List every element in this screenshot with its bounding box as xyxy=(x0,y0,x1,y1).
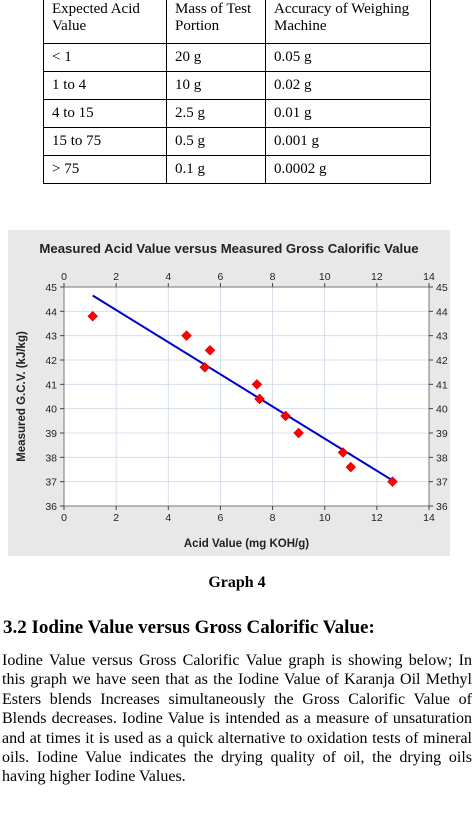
table-cell: 10 g xyxy=(166,71,266,100)
table-cell: 2.5 g xyxy=(166,99,266,128)
data-point xyxy=(87,310,99,322)
y-tick-label: 39 xyxy=(45,428,57,440)
chart-frame: 0 0 2 2 4 4 6 6 8 8 10 10 12 12 14 14 36 36 37 37 38 38 39 39 40… xyxy=(8,230,450,556)
plot-border xyxy=(63,286,430,507)
x-tick-label-top: 6 xyxy=(218,271,224,283)
y-tick-label-right: 44 xyxy=(436,306,448,318)
y-tick-label: 36 xyxy=(45,501,57,513)
chart-title: Measured Acid Value versus Measured Gros… xyxy=(39,241,418,256)
y-tick-label-right: 40 xyxy=(436,404,448,416)
x-tick-label: 6 xyxy=(218,512,224,524)
data-point xyxy=(181,330,192,342)
data-point xyxy=(199,361,211,373)
x-tick-label: 14 xyxy=(423,512,435,524)
table-cell: 1 to 4 xyxy=(43,71,167,100)
header-mass-test-portion: Mass of Test Portion xyxy=(166,0,266,44)
table-cell: 4 to 15 xyxy=(43,99,167,128)
data-point xyxy=(293,427,304,439)
y-tick-label-right: 42 xyxy=(436,355,448,367)
data-point xyxy=(387,476,398,488)
y-tick-label: 40 xyxy=(45,404,57,416)
data-point xyxy=(204,344,216,356)
x-tick-label-top: 2 xyxy=(113,271,119,283)
table-row: 4 to 15 2.5 g 0.01 g xyxy=(43,99,431,128)
x-tick-label-top: 8 xyxy=(270,271,276,283)
y-axis-label: Measured G.C.V. (kJ/kg) xyxy=(16,331,28,462)
data-point xyxy=(337,447,349,458)
y-tick-label: 44 xyxy=(45,306,57,318)
table-cell: 0.0002 g xyxy=(265,155,431,184)
y-tick-label: 43 xyxy=(45,331,57,343)
y-tick-label: 37 xyxy=(45,477,57,489)
table-cell: 0.1 g xyxy=(166,155,266,184)
x-tick-label: 10 xyxy=(319,512,331,524)
acid-value-table: Expected Acid Value Mass of Test Portion… xyxy=(43,0,431,184)
y-tick-label: 41 xyxy=(45,379,57,391)
y-tick-label-right: 36 xyxy=(436,501,448,513)
y-tick-label-right: 39 xyxy=(436,428,448,440)
x-tick-label: 4 xyxy=(165,512,171,524)
x-tick-label-top: 4 xyxy=(165,271,171,283)
x-tick-label: 8 xyxy=(270,512,276,524)
table-header-row: Expected Acid Value Mass of Test Portion… xyxy=(43,0,431,44)
x-axis-label: Acid Value (mg KOH/g) xyxy=(184,538,309,550)
data-point xyxy=(251,378,263,390)
table-cell: 0.05 g xyxy=(265,43,431,72)
y-tick-label: 45 xyxy=(45,282,57,294)
table-row: > 75 0.1 g 0.0002 g xyxy=(43,155,431,184)
x-tick-label-top: 12 xyxy=(371,271,383,283)
table-cell: 0.01 g xyxy=(265,99,431,128)
table-cell: 0.02 g xyxy=(265,71,431,100)
y-tick-label-right: 43 xyxy=(436,331,448,343)
y-tick-label: 42 xyxy=(45,355,57,367)
y-tick-label-right: 41 xyxy=(436,379,448,391)
y-tick-label: 38 xyxy=(45,452,57,464)
table-cell: 0.5 g xyxy=(166,127,266,156)
table-cell: 0.001 g xyxy=(265,127,431,156)
y-tick-label-right: 45 xyxy=(436,282,448,294)
header-accuracy-weighing-machine: Accuracy of Weighing Machine xyxy=(265,0,431,44)
graph-caption: Graph 4 xyxy=(208,574,266,591)
data-point xyxy=(280,410,291,422)
body-paragraph: Iodine Value versus Gross Calorific Valu… xyxy=(2,652,472,786)
plot-area xyxy=(64,287,429,506)
y-tick-label-right: 38 xyxy=(436,452,448,464)
section-title: 3.2 Iodine Value versus Gross Calorific … xyxy=(3,617,375,638)
x-tick-label: 0 xyxy=(61,512,67,524)
data-point xyxy=(254,393,265,405)
table-row: < 1 20 g 0.05 g xyxy=(43,43,431,72)
x-tick-label: 2 xyxy=(113,512,119,524)
x-tick-label-top: 10 xyxy=(319,271,331,283)
header-expected-acid-value: Expected Acid Value xyxy=(43,0,167,44)
table-row: 15 to 75 0.5 g 0.001 g xyxy=(43,127,431,156)
x-tick-label-top: 0 xyxy=(61,271,67,283)
table-cell: 15 to 75 xyxy=(43,127,167,156)
table-cell: > 75 xyxy=(43,155,167,184)
x-tick-label-top: 14 xyxy=(423,271,435,283)
table-row: 1 to 4 10 g 0.02 g xyxy=(43,71,431,100)
table-cell: 20 g xyxy=(166,43,266,72)
y-tick-label-right: 37 xyxy=(436,477,448,489)
data-point xyxy=(345,461,357,473)
table-cell: < 1 xyxy=(43,43,167,72)
x-tick-label: 12 xyxy=(371,512,383,524)
